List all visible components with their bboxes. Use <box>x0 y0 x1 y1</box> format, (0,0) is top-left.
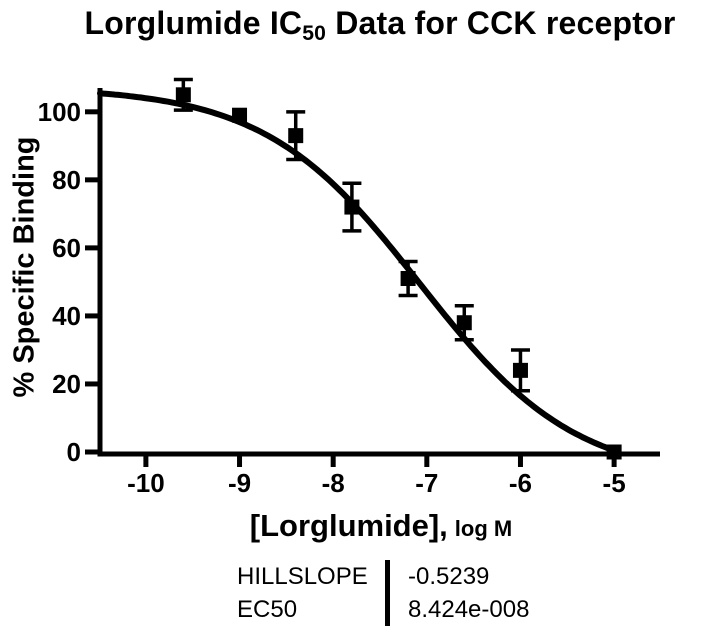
data-point-2 <box>288 128 304 144</box>
data-point-6 <box>512 362 528 378</box>
x-axis-title-main: [Lorglumide], <box>249 508 448 543</box>
chart-title-subscript: 50 <box>302 21 327 45</box>
x-tick-label-1: -9 <box>228 468 251 498</box>
data-point-0 <box>175 87 191 103</box>
x-tick-label-0: -10 <box>127 468 165 498</box>
param-value-hillslope: -0.5239 <box>408 563 490 590</box>
x-tick-label-3: -7 <box>415 468 438 498</box>
x-axis-title-unit: log M <box>454 516 513 541</box>
y-tick-label-3: 60 <box>52 233 81 263</box>
chart-title-post: Data for CCK receptor <box>326 5 676 41</box>
data-point-5 <box>456 315 472 331</box>
y-tick-label-4: 80 <box>52 165 81 195</box>
data-point-1 <box>232 107 248 123</box>
x-tick-label-5: -5 <box>603 468 626 498</box>
y-tick-label-5: 100 <box>38 97 81 127</box>
param-value-ec50: 8.424e-008 <box>408 596 530 623</box>
data-point-4 <box>400 271 416 287</box>
y-tick-label-1: 20 <box>52 369 81 399</box>
table-divider-line <box>385 560 390 626</box>
data-point-3 <box>344 199 360 215</box>
param-name-ec50: EC50 <box>237 596 298 623</box>
chart-title-pre: Lorglumide IC <box>84 5 303 41</box>
fit-curve <box>97 90 613 452</box>
x-tick-label-2: -8 <box>322 468 345 498</box>
y-tick-label-0: 0 <box>67 437 81 467</box>
y-axis-title: % Specific Binding <box>8 136 41 398</box>
fit-results-labels: HILLSLOPE EC50 <box>237 560 385 626</box>
y-tick-label-2: 40 <box>52 301 81 331</box>
param-name-hillslope: HILLSLOPE <box>237 563 368 590</box>
fit-results-table: HILLSLOPE EC50 -0.5239 8.424e-008 <box>237 560 529 626</box>
x-tick-label-4: -6 <box>509 468 532 498</box>
chart-title: Lorglumide IC50 Data for CCK receptor <box>0 5 710 46</box>
data-point-7 <box>606 444 622 460</box>
fit-results-values: -0.5239 8.424e-008 <box>390 560 529 626</box>
x-axis-title: [Lorglumide], log M <box>250 508 512 544</box>
